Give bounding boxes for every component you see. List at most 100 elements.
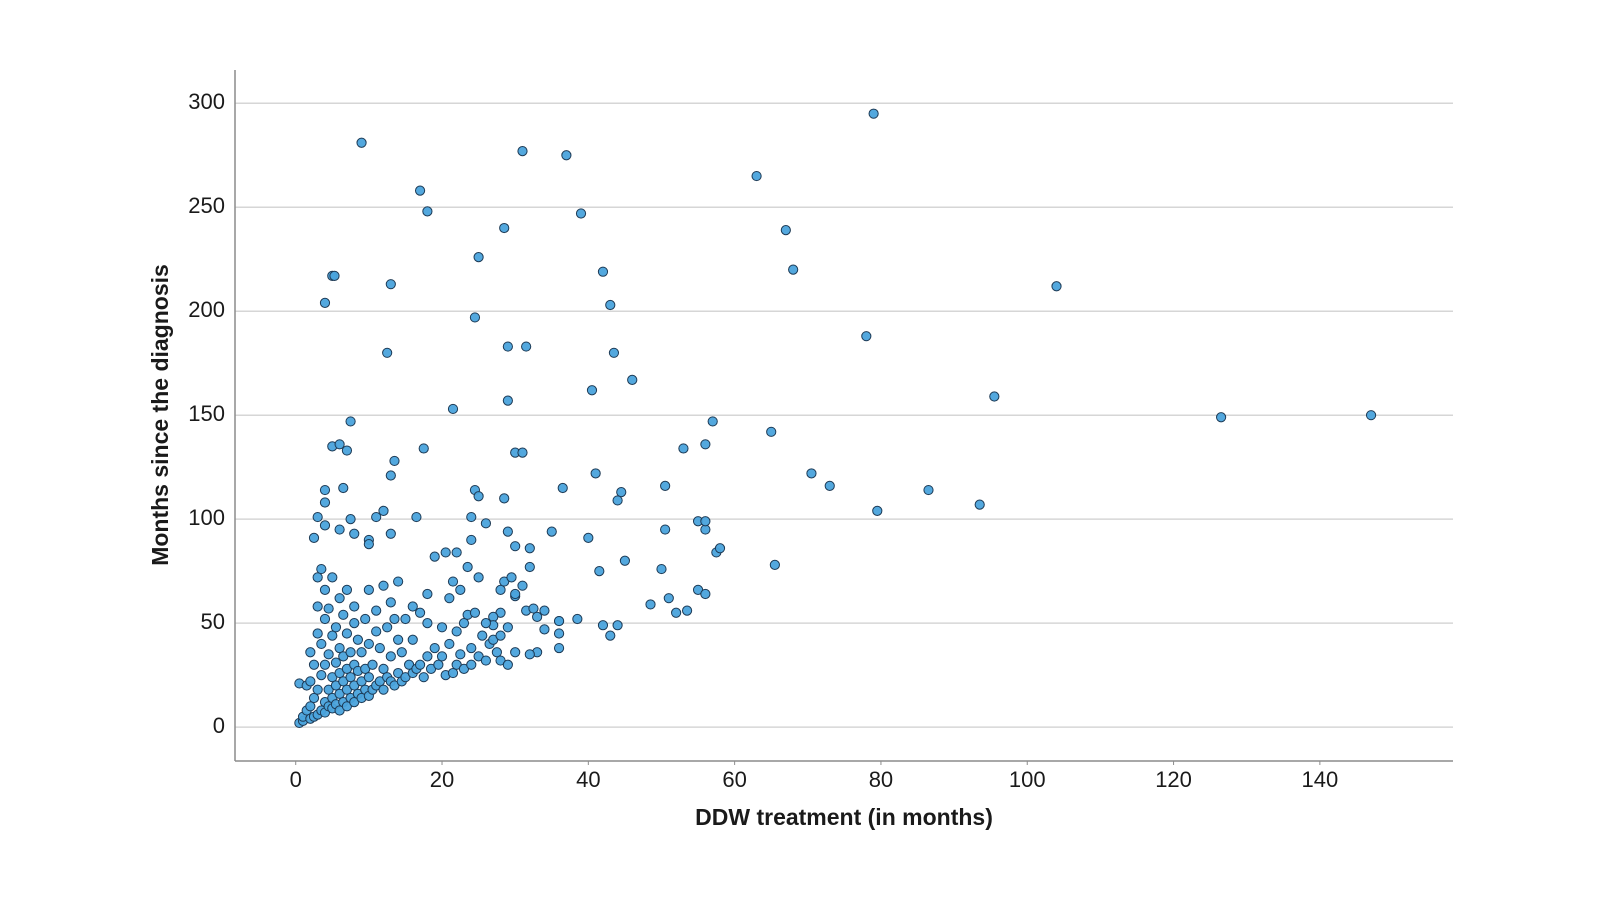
scatter-point bbox=[319, 613, 331, 625]
scatter-point bbox=[502, 395, 513, 406]
x-tick-label: 20 bbox=[430, 767, 454, 792]
scatter-point bbox=[806, 468, 817, 479]
x-tick-label: 40 bbox=[576, 767, 600, 792]
scatter-point bbox=[466, 642, 477, 654]
scatter-point bbox=[319, 497, 331, 508]
scatter-point bbox=[575, 208, 587, 219]
scatter-point bbox=[616, 487, 627, 498]
scatter-point bbox=[751, 170, 762, 182]
scatter-point bbox=[447, 576, 459, 587]
grid bbox=[235, 102, 1453, 728]
scatter-point bbox=[473, 572, 484, 583]
scatter-point bbox=[305, 701, 316, 712]
x-tick-label: 80 bbox=[869, 767, 893, 792]
scatter-point bbox=[345, 647, 356, 658]
scatter-point bbox=[656, 563, 667, 575]
scatter-point bbox=[612, 495, 623, 506]
scatter-point bbox=[480, 655, 492, 666]
scatter-point bbox=[338, 482, 349, 494]
scatter-point bbox=[414, 185, 426, 196]
scatter-point bbox=[378, 663, 389, 674]
scatter-point bbox=[382, 347, 393, 358]
scatter-point bbox=[1216, 412, 1227, 423]
scatter-point bbox=[539, 624, 550, 635]
y-tick-label: 100 bbox=[188, 505, 225, 530]
scatter-point bbox=[872, 505, 883, 516]
scatter-point bbox=[561, 150, 572, 161]
scatter-point bbox=[327, 572, 338, 583]
scatter-point bbox=[495, 630, 506, 641]
scatter-point bbox=[510, 647, 521, 658]
scatter-point bbox=[605, 299, 616, 311]
scatter-point bbox=[627, 374, 638, 385]
scatter-point bbox=[506, 572, 517, 583]
scatter-point bbox=[714, 543, 726, 554]
scatter-point bbox=[663, 593, 674, 604]
scatter-point bbox=[974, 499, 985, 510]
scatter-point bbox=[605, 630, 616, 641]
scatter-point bbox=[612, 620, 623, 631]
scatter-point bbox=[356, 137, 367, 148]
scatter-point bbox=[1365, 410, 1377, 421]
scatter-point bbox=[341, 628, 353, 639]
scatter-point bbox=[521, 341, 532, 352]
scatter-point bbox=[378, 505, 389, 516]
y-tick-label: 300 bbox=[188, 89, 225, 114]
scatter-point bbox=[316, 563, 327, 575]
scatter-point bbox=[455, 649, 466, 660]
scatter-point bbox=[769, 559, 780, 571]
scatter-point bbox=[334, 524, 345, 535]
scatter-point bbox=[1051, 281, 1062, 292]
scatter-point bbox=[660, 480, 671, 491]
scatter-point bbox=[594, 566, 605, 577]
scatter-point bbox=[323, 603, 334, 614]
scatter-point bbox=[524, 649, 535, 660]
scatter-point bbox=[553, 615, 565, 627]
scatter-point bbox=[330, 622, 342, 633]
scatter-point bbox=[499, 493, 510, 504]
scatter-point bbox=[473, 491, 484, 502]
scatter-point bbox=[590, 468, 601, 479]
scatter-point bbox=[436, 622, 448, 633]
scatter-point bbox=[780, 225, 791, 236]
scatter-point bbox=[323, 649, 334, 660]
scatter-point bbox=[422, 651, 433, 662]
scatter-point bbox=[451, 626, 462, 637]
scatter-point bbox=[312, 628, 323, 639]
scatter-point bbox=[707, 416, 718, 427]
scatter-point bbox=[305, 676, 316, 687]
scatter-point bbox=[700, 439, 711, 450]
scatter-point bbox=[312, 511, 323, 523]
scatter-point bbox=[382, 622, 393, 633]
scatter-point bbox=[502, 659, 513, 670]
scatter-point bbox=[788, 264, 799, 275]
scatter-point bbox=[824, 480, 835, 491]
scatter-point bbox=[502, 622, 513, 633]
scatter-point bbox=[524, 561, 535, 573]
x-tick-label: 100 bbox=[1009, 767, 1046, 792]
scatter-point bbox=[480, 518, 492, 529]
scatter-point bbox=[517, 447, 528, 458]
scatter-point bbox=[414, 659, 426, 670]
scatter-point bbox=[444, 593, 455, 604]
scatter-point bbox=[334, 593, 345, 604]
scatter-point bbox=[349, 601, 360, 612]
scatter-point bbox=[418, 443, 429, 454]
scatter-point bbox=[363, 584, 374, 595]
x-axis-title: DDW treatment (in months) bbox=[695, 804, 993, 830]
scatter-point bbox=[422, 206, 433, 217]
scatter-point bbox=[619, 555, 631, 566]
scatter-point bbox=[411, 511, 422, 523]
scatter-point bbox=[349, 618, 360, 629]
scatter-point bbox=[660, 524, 671, 535]
scatter-point bbox=[557, 482, 568, 494]
scatter-point bbox=[367, 659, 378, 670]
scatter-point bbox=[349, 528, 360, 539]
scatter-point bbox=[597, 266, 609, 277]
scatter-point bbox=[345, 416, 356, 427]
scatter-point bbox=[352, 634, 363, 645]
scatter-point bbox=[345, 672, 356, 683]
scatter-point bbox=[389, 455, 400, 467]
